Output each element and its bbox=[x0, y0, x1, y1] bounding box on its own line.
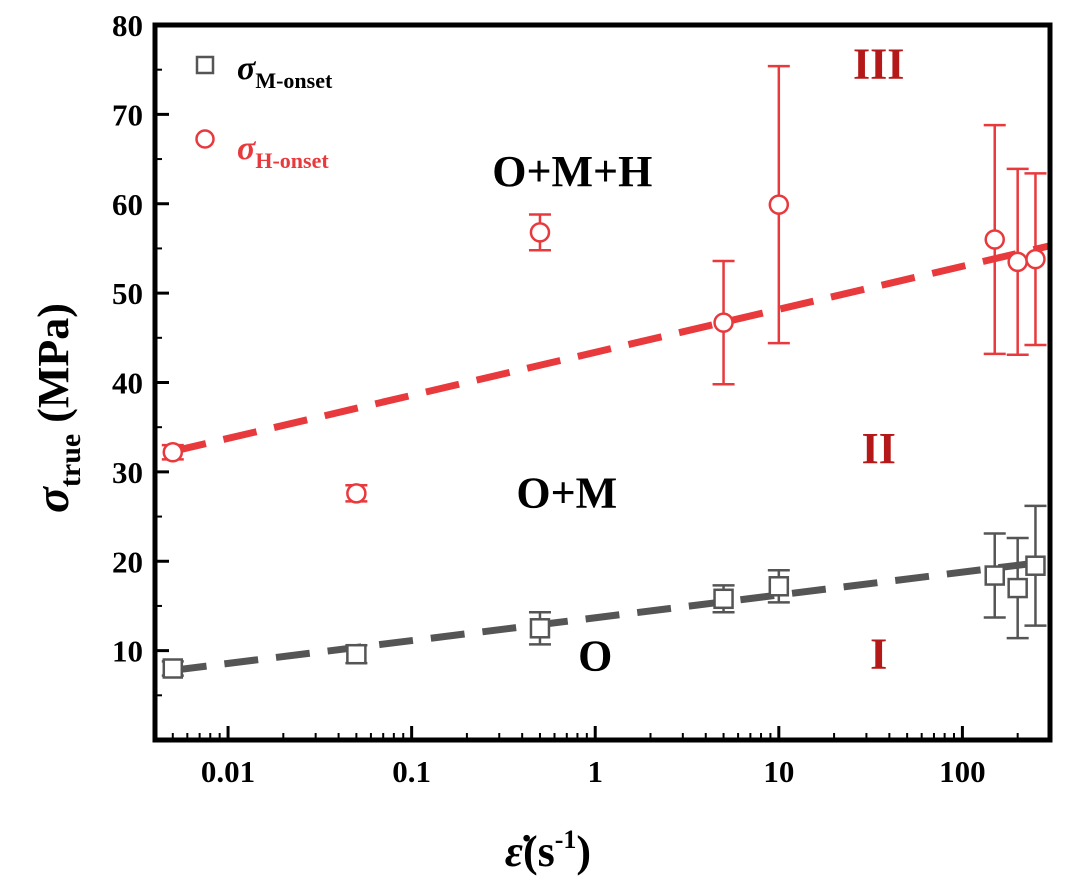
data-point-circle bbox=[1025, 248, 1046, 270]
fit-line-1 bbox=[171, 242, 1051, 455]
svg-text:σH-onset: σH-onset bbox=[237, 130, 329, 173]
y-axis-symbol: σ bbox=[26, 486, 79, 513]
data-point-circle bbox=[768, 194, 790, 215]
y-axis-subscript: true bbox=[54, 434, 87, 487]
fit-line-0 bbox=[172, 557, 1051, 674]
legend-item-h-onset: σH-onset bbox=[195, 129, 329, 173]
data-point-square bbox=[984, 565, 1005, 586]
y-tick-label: 40 bbox=[112, 366, 143, 401]
svg-text:σM-onset: σM-onset bbox=[237, 50, 333, 93]
legend-item-m-onset: σM-onset bbox=[195, 50, 333, 93]
axes: 0.01 0.1 1 10 100 10 20 30 40 50 60 70 80 bbox=[112, 8, 1051, 789]
y-tick-label: 50 bbox=[112, 276, 143, 311]
data-point-square bbox=[529, 618, 551, 639]
data-point-square bbox=[768, 576, 790, 597]
y-axis-unit: (MPa) bbox=[29, 303, 78, 434]
y-tick-label: 20 bbox=[112, 544, 143, 579]
data-point-square bbox=[1007, 577, 1028, 599]
data-point-square bbox=[713, 588, 734, 610]
data-point-circle bbox=[162, 441, 184, 463]
y-tick-label: 70 bbox=[112, 97, 143, 132]
region-label: I bbox=[870, 630, 887, 679]
legend-sub-h-onset: H-onset bbox=[255, 148, 329, 173]
data-point-circle bbox=[713, 312, 734, 333]
x-tick-label: 0.01 bbox=[201, 754, 255, 789]
x-tick-label: 100 bbox=[939, 754, 986, 789]
region-label: O bbox=[578, 631, 612, 680]
data-point-circle bbox=[984, 229, 1005, 250]
legend-sub-m-onset: M-onset bbox=[255, 68, 333, 93]
data-point-circle bbox=[1007, 251, 1028, 273]
region-label: II bbox=[862, 424, 896, 473]
x-axis-close: ) bbox=[576, 827, 591, 876]
y-tick-label: 10 bbox=[112, 634, 143, 669]
x-axis-paren: (s bbox=[523, 827, 555, 876]
legend-label-h-onset: σ bbox=[237, 130, 257, 167]
y-tick-label: 60 bbox=[112, 187, 143, 222]
legend-circle-marker-icon bbox=[195, 129, 215, 149]
data-point-circle bbox=[346, 483, 367, 504]
fit-lines bbox=[171, 242, 1051, 674]
x-tick-label: 10 bbox=[763, 754, 794, 789]
x-axis-exponent: -1 bbox=[555, 825, 577, 854]
y-tick-label: 80 bbox=[112, 8, 143, 43]
region-label: O+M+H bbox=[492, 147, 652, 196]
x-tick-label: 1 bbox=[587, 754, 603, 789]
legend-square-marker-icon bbox=[195, 55, 215, 75]
data-point-circle bbox=[529, 222, 551, 243]
y-axis-title: σtrue (MPa) bbox=[26, 303, 87, 513]
data-point-square bbox=[1025, 555, 1046, 576]
region-label: III bbox=[853, 40, 904, 89]
data-point-square bbox=[162, 658, 184, 679]
legend-label-m-onset: σ bbox=[237, 50, 257, 87]
region-label: O+M bbox=[516, 469, 617, 518]
y-tick-label: 30 bbox=[112, 455, 143, 490]
x-tick-label: 0.1 bbox=[392, 754, 431, 789]
legend: σM-onset σH-onset bbox=[195, 50, 333, 173]
data-point-square bbox=[346, 643, 367, 665]
x-axis-title: ε̇(s-1) bbox=[505, 825, 591, 876]
data-markers bbox=[162, 194, 1046, 679]
